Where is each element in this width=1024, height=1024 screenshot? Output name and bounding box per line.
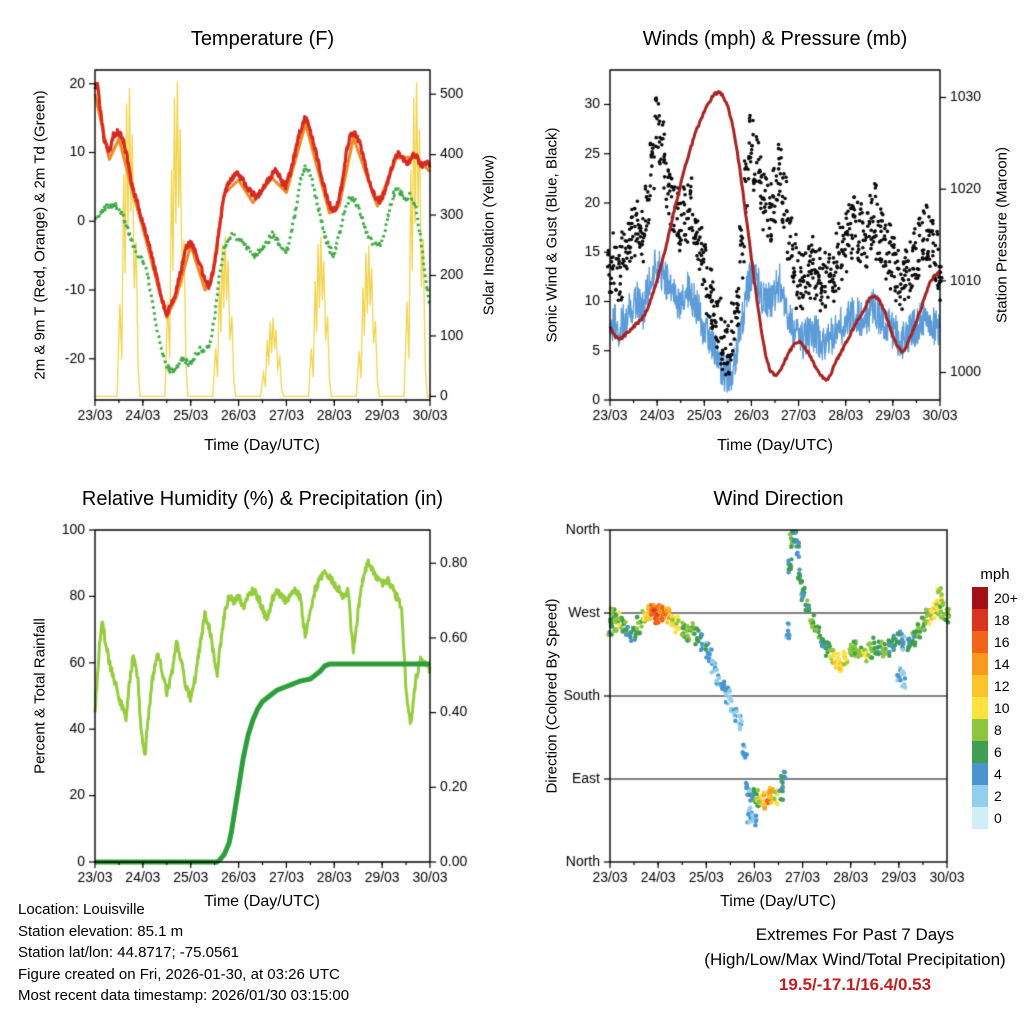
- legend-label: 0: [994, 810, 1002, 826]
- wind-gust-y-axis-label: Sonic Wind & Gust (Blue, Black): [543, 127, 561, 343]
- legend-entry: 20+: [972, 587, 1018, 609]
- station-info: Location: Louisville Station elevation: …: [18, 899, 349, 1007]
- legend-swatch: [972, 609, 988, 631]
- legend-entry: 16: [972, 631, 1018, 653]
- direction-y-axis-label: Direction (Colored By Speed): [543, 598, 561, 794]
- extremes-summary: Extremes For Past 7 Days (High/Low/Max W…: [670, 922, 1024, 997]
- legend-entry: 12: [972, 675, 1018, 697]
- legend-label: 16: [994, 634, 1010, 650]
- wind-speed-legend: mph 20+ 18 16 14 12 10 8 6 4 2 0: [972, 566, 1018, 829]
- humidity-x-axis-label: Time (Day/UTC): [204, 893, 320, 910]
- humidity-precip-chart: [0, 470, 512, 900]
- legend-label: 4: [994, 766, 1002, 782]
- extremes-values: 19.5/-17.1/16.4/0.53: [778, 975, 932, 994]
- legend-swatch: [972, 741, 988, 763]
- legend-entry: 2: [972, 785, 1018, 807]
- legend-label: 14: [994, 656, 1010, 672]
- recent-data-timestamp: Most recent data timestamp: 2026/01/30 0…: [18, 987, 350, 1004]
- wind-direction-chart: [512, 470, 1024, 900]
- legend-entry: 4: [972, 763, 1018, 785]
- legend-entry: 10: [972, 697, 1018, 719]
- temperature-chart-title: Temperature (F): [190, 28, 335, 50]
- winds-x-axis-label: Time (Day/UTC): [717, 437, 833, 454]
- solar-insolation-axis-label: Solar Insolation (Yellow): [480, 154, 498, 316]
- figure-created-timestamp: Figure created on Fri, 2026-01-30, at 03…: [18, 965, 340, 983]
- humidity-precip-chart-title: Relative Humidity (%) & Precipitation (i…: [81, 488, 444, 510]
- temperature-y-axis-label: 2m & 9m T (Red, Orange) & 2m Td (Green): [31, 90, 49, 380]
- station-elevation: Station elevation: 85.1 m: [18, 922, 184, 940]
- legend-swatch: [972, 653, 988, 675]
- station-location: Location: Louisville: [18, 901, 145, 918]
- legend-swatch: [972, 785, 988, 807]
- wind-direction-chart-title: Wind Direction: [713, 488, 844, 510]
- winds-pressure-chart-title: Winds (mph) & Pressure (mb): [642, 28, 908, 50]
- legend-title: mph: [980, 566, 1010, 583]
- wind-direction-x-axis-label: Time (Day/UTC): [720, 893, 836, 910]
- legend-entry: 14: [972, 653, 1018, 675]
- legend-entry: 18: [972, 609, 1018, 631]
- legend-swatch: [972, 763, 988, 785]
- legend-label: 10: [994, 700, 1010, 716]
- extremes-subheading: (High/Low/Max Wind/Total Precipitation): [704, 950, 1006, 969]
- temperature-chart: [0, 0, 512, 470]
- station-pressure-axis-label: Station Pressure (Maroon): [993, 147, 1011, 323]
- legend-swatch: [972, 631, 988, 653]
- legend-swatch: [972, 807, 988, 829]
- legend-rows: 20+ 18 16 14 12 10 8 6 4 2 0: [972, 587, 1018, 829]
- legend-swatch: [972, 719, 988, 741]
- legend-label: 12: [994, 678, 1010, 694]
- legend-entry: 8: [972, 719, 1018, 741]
- legend-entry: 0: [972, 807, 1018, 829]
- legend-label: 8: [994, 722, 1002, 738]
- legend-swatch: [972, 587, 988, 609]
- legend-swatch: [972, 675, 988, 697]
- legend-label: 18: [994, 612, 1010, 628]
- winds-pressure-chart: [512, 0, 1024, 470]
- percent-rainfall-y-axis-label: Percent & Total Rainfall: [31, 618, 49, 774]
- legend-swatch: [972, 697, 988, 719]
- extremes-heading: Extremes For Past 7 Days: [755, 925, 955, 944]
- legend-entry: 6: [972, 741, 1018, 763]
- legend-label: 6: [994, 744, 1002, 760]
- legend-label: 2: [994, 788, 1002, 804]
- temperature-x-axis-label: Time (Day/UTC): [204, 437, 320, 454]
- station-latlon: Station lat/lon: 44.8717; -75.0561: [18, 944, 240, 961]
- legend-label: 20+: [994, 590, 1018, 606]
